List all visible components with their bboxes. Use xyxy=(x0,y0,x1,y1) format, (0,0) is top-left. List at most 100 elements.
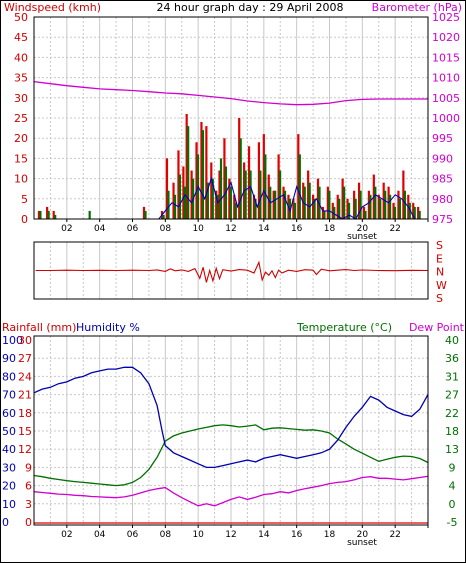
temperature-title: Temperature (°C) xyxy=(296,321,392,334)
temperature-tick-label: -5 xyxy=(447,516,458,529)
humidity-line xyxy=(33,366,429,469)
temperature-tick-label: 36 xyxy=(445,352,459,365)
sunset-label-bottom: sunset xyxy=(347,538,377,548)
rainfall-tick-label: 3 xyxy=(25,498,32,511)
climate-panel-ticks: 1009080706050403020100302724211815129630… xyxy=(2,334,459,540)
x-tick-label: 06 xyxy=(127,530,139,540)
humidity-title: Humidity % xyxy=(76,321,140,334)
windspeed-tick-label: 25 xyxy=(14,112,28,125)
direction-tick-label: S xyxy=(436,292,443,305)
barometer-tick-label: 1000 xyxy=(432,112,460,125)
graph-title: 24 hour graph day : 29 April 2008 xyxy=(157,1,344,14)
x-tick-label: 04 xyxy=(94,530,106,540)
temperature-tick-label: 31 xyxy=(445,370,459,383)
dew-point-line xyxy=(33,475,429,507)
x-tick-label: 06 xyxy=(127,224,139,234)
barometer-tick-label: 1010 xyxy=(432,72,460,85)
barometer-tick-label: 985 xyxy=(432,173,453,186)
temperature-tick-label: 4 xyxy=(449,480,456,493)
windspeed-tick-label: 30 xyxy=(14,92,28,105)
barometer-tick-label: 1020 xyxy=(432,31,460,44)
x-tick-label: 20 xyxy=(357,530,369,540)
x-tick-label: 14 xyxy=(258,224,270,234)
x-tick-label: 16 xyxy=(291,530,303,540)
x-tick-label: 22 xyxy=(389,530,400,540)
rainfall-title: Rainfall (mm) xyxy=(2,321,76,334)
rainfall-tick-label: 6 xyxy=(25,480,32,493)
temperature-tick-label: 18 xyxy=(445,425,459,438)
temperature-tick-label: 40 xyxy=(445,334,459,347)
humidity-tick-label: 70 xyxy=(2,389,16,402)
wind-panel-marks xyxy=(33,80,428,220)
x-tick-label: 14 xyxy=(258,530,270,540)
rainfall-tick-label: 30 xyxy=(18,334,32,347)
x-tick-label: 02 xyxy=(61,224,72,234)
windspeed-tick-label: 35 xyxy=(14,72,28,85)
direction-tick-label: W xyxy=(436,279,447,292)
dewpoint-title: Dew Point xyxy=(409,321,465,334)
humidity-tick-label: 80 xyxy=(2,370,16,383)
temperature-tick-label: 9 xyxy=(449,461,456,474)
rainfall-tick-label: 18 xyxy=(18,407,32,420)
x-tick-label: 08 xyxy=(160,530,172,540)
wind-direction-line xyxy=(35,260,429,283)
humidity-tick-label: 0 xyxy=(2,516,9,529)
rainfall-tick-label: 21 xyxy=(18,389,32,402)
direction-tick-label: E xyxy=(436,252,443,265)
direction-tick-label: N xyxy=(436,266,444,279)
humidity-tick-label: 100 xyxy=(2,334,23,347)
x-tick-label: 20 xyxy=(357,224,369,234)
wind-speed-line xyxy=(158,176,416,220)
humidity-tick-label: 30 xyxy=(2,461,16,474)
humidity-tick-label: 10 xyxy=(2,498,16,511)
x-tick-label: 04 xyxy=(94,224,106,234)
wind-panel-grid xyxy=(34,17,428,219)
humidity-tick-label: 60 xyxy=(2,407,16,420)
barometer-tick-label: 1015 xyxy=(432,51,460,64)
windspeed-tick-label: 20 xyxy=(14,132,28,145)
x-tick-label: 22 xyxy=(389,224,400,234)
windspeed-tick-label: 0 xyxy=(21,213,28,226)
climate-panel-grid xyxy=(34,336,428,525)
barometer-tick-label: 1025 xyxy=(432,11,460,24)
rainfall-tick-label: 27 xyxy=(18,352,32,365)
windspeed-tick-label: 40 xyxy=(14,51,28,64)
sunset-label-top: sunset xyxy=(347,232,377,242)
rainfall-tick-label: 0 xyxy=(25,516,32,529)
direction-panel-marks xyxy=(35,260,429,283)
barometer-tick-label: 995 xyxy=(432,132,453,145)
temperature-line xyxy=(33,424,429,487)
x-tick-label: 10 xyxy=(192,530,204,540)
x-tick-label: 12 xyxy=(225,224,236,234)
windspeed-tick-label: 45 xyxy=(14,31,28,44)
barometer-tick-label: 1005 xyxy=(432,92,460,105)
humidity-tick-label: 40 xyxy=(2,443,16,456)
humidity-tick-label: 90 xyxy=(2,352,16,365)
windspeed-title: Windspeed (kmh) xyxy=(4,1,101,14)
direction-tick-label: S xyxy=(436,239,443,252)
temperature-tick-label: 13 xyxy=(445,443,459,456)
temperature-tick-label: 0 xyxy=(449,498,456,511)
windspeed-tick-label: 15 xyxy=(14,152,28,165)
x-tick-label: 12 xyxy=(225,530,236,540)
rainfall-tick-label: 24 xyxy=(18,370,32,383)
barometer-tick-label: 990 xyxy=(432,152,453,165)
rainfall-tick-label: 12 xyxy=(18,443,32,456)
temperature-tick-label: 27 xyxy=(445,389,459,402)
x-tick-label: 10 xyxy=(192,224,204,234)
barometer-title: Barometer (hPa) xyxy=(372,1,462,14)
x-tick-label: 18 xyxy=(324,530,336,540)
climate-panel-marks xyxy=(33,366,429,524)
barometer-tick-label: 975 xyxy=(432,213,453,226)
x-tick-label: 08 xyxy=(160,224,172,234)
direction-panel-frame xyxy=(33,241,429,300)
rainfall-tick-label: 15 xyxy=(18,425,32,438)
humidity-tick-label: 50 xyxy=(2,425,16,438)
windspeed-tick-label: 50 xyxy=(14,11,28,24)
windspeed-tick-label: 5 xyxy=(21,193,28,206)
humidity-tick-label: 20 xyxy=(2,480,16,493)
rainfall-tick-label: 9 xyxy=(25,461,32,474)
